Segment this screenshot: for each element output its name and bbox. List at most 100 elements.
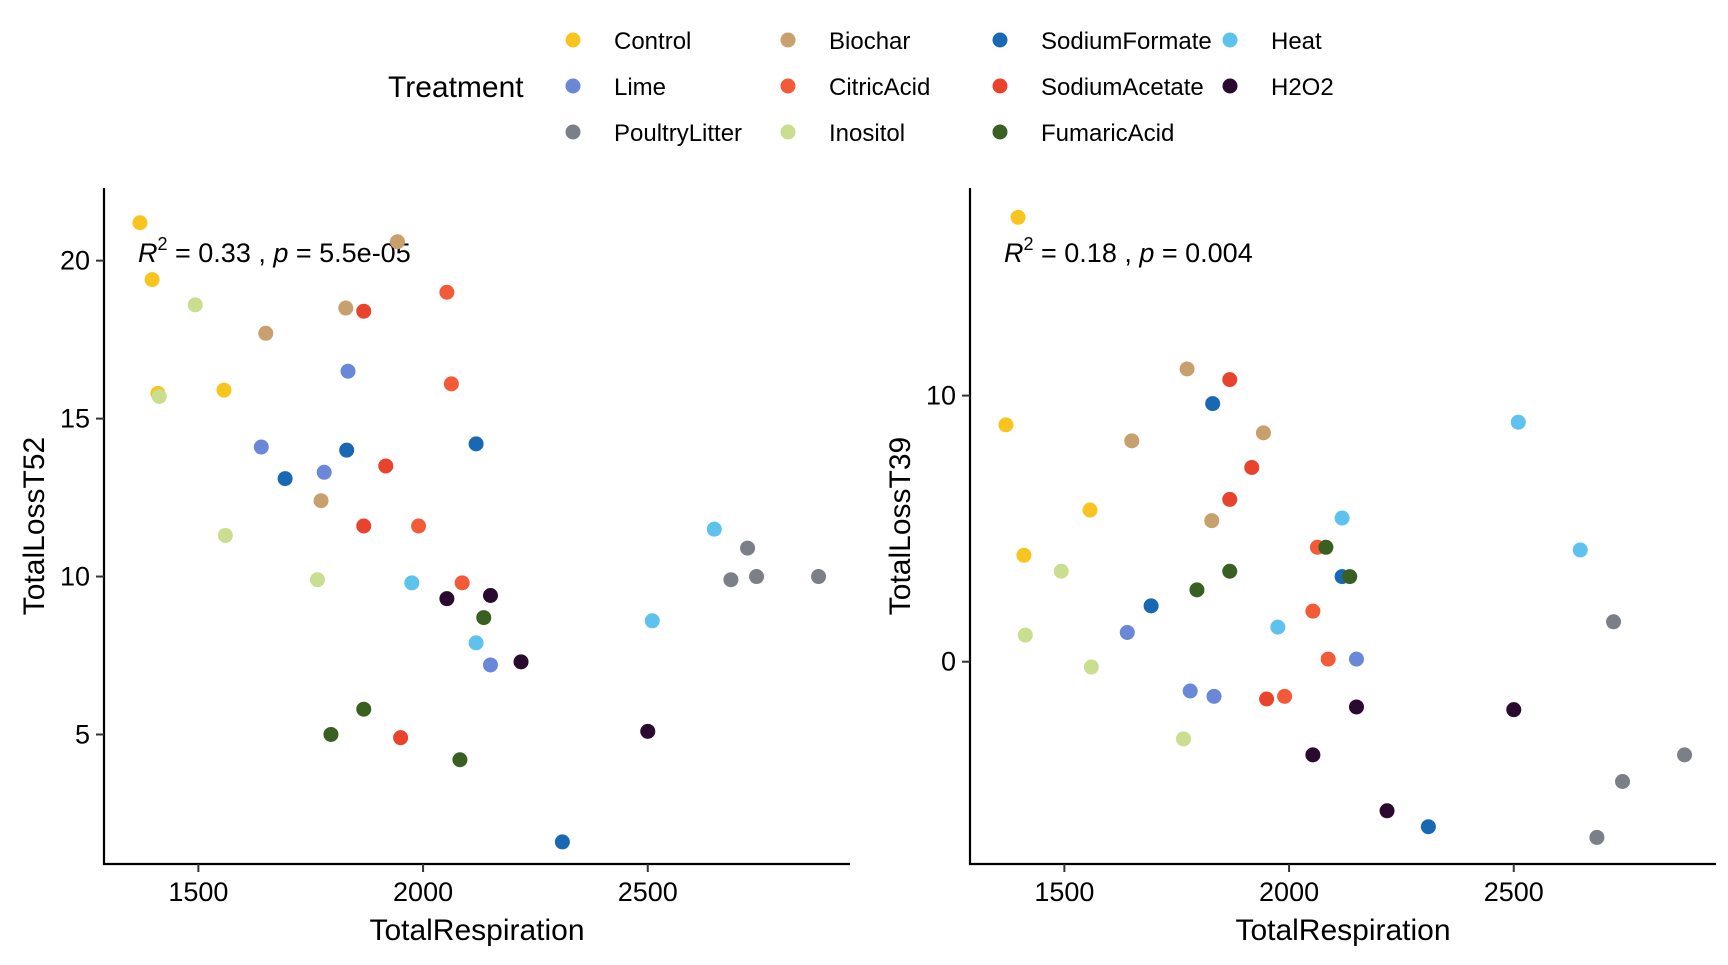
legend-key-fumaricacid (992, 124, 1008, 140)
legend-key-heat (1222, 32, 1238, 48)
data-point-sodiumacetate (1259, 691, 1275, 707)
legend-key-sodiumformate (992, 32, 1008, 48)
x-tick-label: 2000 (1259, 877, 1319, 907)
legend-item-sodiumformate: SodiumFormate (992, 28, 1212, 55)
data-point-biochar (258, 325, 274, 341)
legend-label: Heat (1271, 28, 1322, 55)
legend-label: SodiumAcetate (1041, 74, 1204, 101)
data-point-lime (1348, 651, 1364, 667)
data-point-fumaricacid (356, 701, 372, 717)
legend-key-lime (565, 78, 581, 94)
data-point-inositol (1175, 731, 1191, 747)
data-point-fumaricacid (323, 726, 339, 742)
legend-item-heat: Heat (1222, 28, 1322, 55)
y-tick-label: 10 (60, 562, 90, 592)
axis-lines (968, 188, 1716, 866)
r2-symbol: R (138, 238, 158, 268)
data-point-inositol (1083, 659, 1099, 675)
x-axis-title: TotalRespiration (369, 914, 584, 947)
y-tick-label: 5 (75, 719, 90, 749)
r2-superscript: 2 (158, 234, 168, 254)
data-point-h2o2 (482, 587, 498, 603)
correlation-annotation: R2 = 0.18 , p = 0.004 (1004, 234, 1253, 268)
data-point-sodiumformate (339, 442, 355, 458)
data-point-h2o2 (1305, 747, 1321, 763)
legend-item-citricacid: CitricAcid (780, 74, 930, 101)
data-point-fumaricacid (1342, 569, 1358, 585)
data-point-lime (1182, 683, 1198, 699)
axis-lines (102, 188, 850, 866)
data-point-control (132, 215, 148, 231)
data-point-poultrylitter (1677, 747, 1693, 763)
data-point-biochar (313, 493, 329, 509)
data-point-sodiumformate (554, 834, 570, 850)
legend-label: CitricAcid (829, 74, 930, 101)
data-point-citricacid (1320, 651, 1336, 667)
data-point-citricacid (1305, 603, 1321, 619)
data-point-inositol (217, 527, 233, 543)
data-point-biochar (338, 300, 354, 316)
data-point-lime (482, 657, 498, 673)
data-point-biochar (1179, 361, 1195, 377)
y-tick-label: 20 (60, 246, 90, 276)
r2-symbol: R (1004, 238, 1024, 268)
data-point-fumaricacid (1222, 563, 1238, 579)
data-point-h2o2 (1506, 702, 1522, 718)
data-point-sodiumacetate (356, 303, 372, 319)
data-point-inositol (187, 297, 203, 313)
data-point-inositol (1053, 563, 1069, 579)
data-point-citricacid (1277, 688, 1293, 704)
r2-value: = 0.33 , (168, 238, 274, 268)
panel-2: 1500 2000 2500 0 10 TotalRespiration TotalLoss… (884, 188, 1716, 947)
data-point-poultrylitter (1589, 829, 1605, 845)
data-point-h2o2 (439, 591, 455, 607)
data-point-lime (340, 363, 356, 379)
legend-item-h2o2: H2O2 (1222, 74, 1334, 101)
data-point-fumaricacid (1318, 539, 1334, 555)
data-point-poultrylitter (740, 540, 756, 556)
data-point-control (1082, 502, 1098, 518)
panel-1: 1500 2000 2500 5 10 15 20 TotalRespiration Total… (18, 188, 850, 947)
data-point-citricacid (454, 575, 470, 591)
data-point-citricacid (411, 518, 427, 534)
data-point-lime (253, 439, 269, 455)
data-point-citricacid (443, 376, 459, 392)
x-tick-label: 1500 (168, 877, 228, 907)
data-point-lime (316, 464, 332, 480)
data-point-heat (1510, 414, 1526, 430)
data-point-biochar (1204, 513, 1220, 529)
data-point-sodiumacetate (378, 458, 394, 474)
p-symbol: p (1138, 238, 1154, 268)
data-point-biochar (1255, 425, 1271, 441)
data-point-control (216, 382, 232, 398)
data-point-heat (706, 521, 722, 537)
legend-label: H2O2 (1271, 74, 1334, 101)
legend-item-fumaricacid: FumaricAcid (992, 120, 1174, 147)
legend-key-inositol (780, 124, 796, 140)
legend-label: PoultryLitter (614, 120, 742, 147)
data-point-sodiumacetate (1222, 491, 1238, 507)
x-tick-label: 2500 (618, 877, 678, 907)
x-tick-label: 2000 (393, 877, 453, 907)
y-axis-title: TotalLossT52 (18, 437, 51, 615)
data-points (132, 215, 827, 850)
data-point-heat (1334, 510, 1350, 526)
legend-key-sodiumacetate (992, 78, 1008, 94)
legend-label: Biochar (829, 28, 910, 55)
data-point-poultrylitter (1615, 773, 1631, 789)
data-point-control (998, 417, 1014, 433)
data-point-heat (1270, 619, 1286, 635)
p-value: = 0.004 (1154, 238, 1252, 268)
data-point-lime (1119, 624, 1135, 640)
data-point-sodiumacetate (356, 518, 372, 534)
legend-label: Inositol (829, 120, 905, 147)
data-point-citricacid (439, 284, 455, 300)
legend-item-lime: Lime (565, 74, 666, 101)
data-point-h2o2 (513, 654, 529, 670)
data-point-h2o2 (640, 723, 656, 739)
data-point-sodiumformate (277, 471, 293, 487)
r2-value: = 0.18 , (1034, 238, 1140, 268)
data-point-heat (1572, 542, 1588, 558)
p-symbol: p (272, 238, 288, 268)
